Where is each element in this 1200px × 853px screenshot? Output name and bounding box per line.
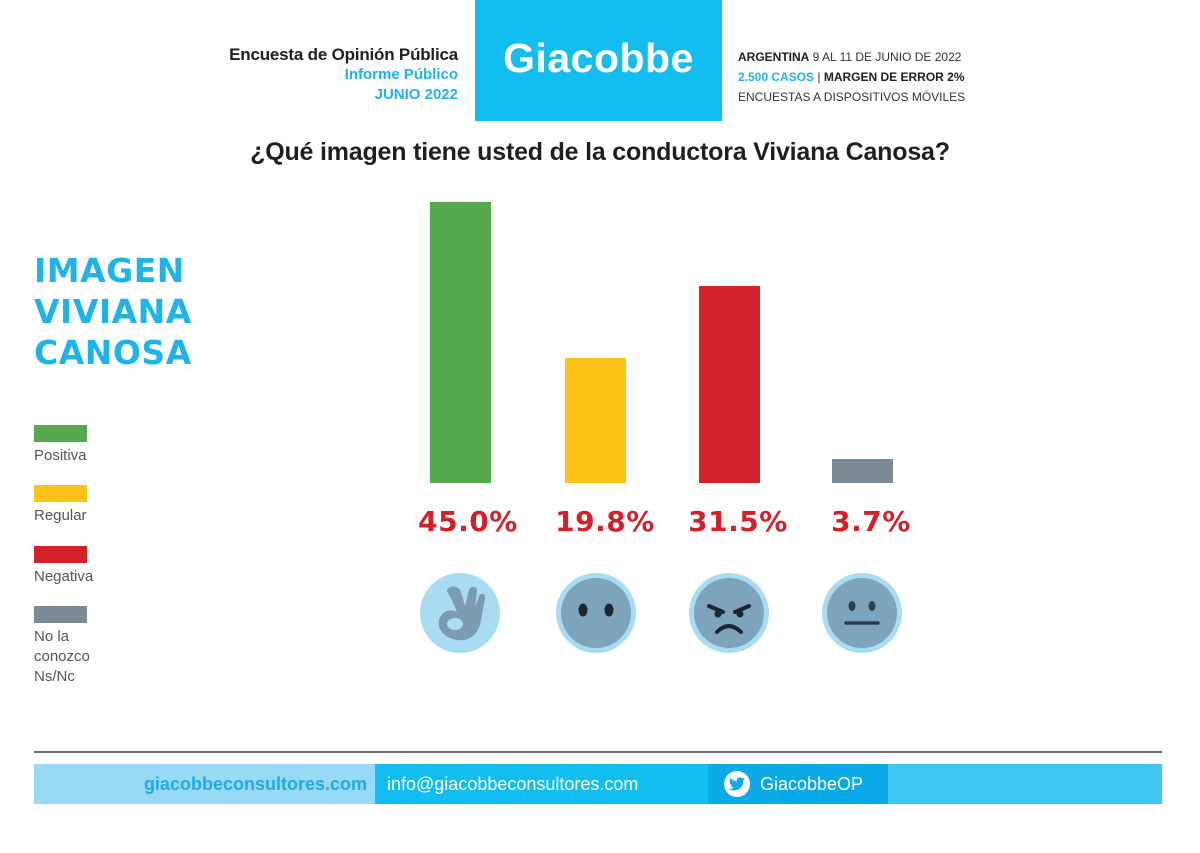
legend-label: Regular (34, 507, 87, 524)
survey-header-left: Encuesta de Opinión Pública Informe Públ… (229, 44, 458, 105)
legend-swatch (34, 425, 87, 442)
bar-positiva (430, 202, 491, 483)
side-title: IMAGEN VIVIANA CANOSA (34, 250, 192, 373)
legend-item-positiva: Positiva (34, 425, 87, 466)
sample-cases: 2.500 CASOS (738, 70, 815, 84)
legend-item-no-la-conozco: No la conozco Ns/Nc (34, 606, 90, 687)
side-title-line: VIVIANA (34, 292, 192, 331)
legend-swatch (34, 485, 87, 502)
bar-regular (565, 358, 626, 483)
giacobbe-logo: Giacobbe (475, 0, 722, 121)
legend-item-negativa: Negativa (34, 546, 93, 587)
legend-label: Negativa (34, 568, 94, 585)
sample-line: 2.500 CASOS | MARGEN DE ERROR 2% (738, 67, 965, 87)
value-label-no-la-conozco: 3.7% (831, 505, 911, 538)
ok-hand-icon (420, 573, 500, 653)
twitter-handle: GiacobbeOP (760, 773, 864, 794)
legend-label: No la conozco Ns/Nc (34, 628, 90, 685)
legend-label: Positiva (34, 447, 87, 464)
side-title-line: CANOSA (34, 333, 192, 372)
email-text: info@giacobbeconsultores.com (387, 773, 639, 794)
report-subtitle: Informe Público (344, 66, 458, 83)
separator: | (814, 70, 824, 84)
value-label-negativa: 31.5% (688, 505, 788, 538)
website-link[interactable]: giacobbeconsultores.com (34, 764, 375, 804)
survey-dates: 9 AL 11 DE JUNIO DE 2022 (809, 50, 962, 64)
survey-dates-line: ARGENTINA 9 AL 11 DE JUNIO DE 2022 (738, 47, 965, 67)
footer-bar: giacobbeconsultores.com info@giacobbecon… (34, 764, 1162, 804)
country-label: ARGENTINA (738, 50, 810, 64)
margin-of-error: MARGEN DE ERROR 2% (823, 70, 965, 84)
chart-question: ¿Qué imagen tiene usted de la conductora… (250, 138, 950, 166)
legend-item-regular: Regular (34, 485, 87, 526)
legend-swatch (34, 546, 87, 563)
email-link[interactable]: info@giacobbeconsultores.com (375, 764, 708, 804)
footer-divider (34, 751, 1162, 753)
website-text: giacobbeconsultores.com (143, 773, 367, 794)
value-label-regular: 19.8% (555, 505, 655, 538)
face-without-mouth-icon (556, 573, 636, 653)
twitter-link[interactable]: GiacobbeOP (708, 764, 888, 804)
report-date: JUNIO 2022 (374, 86, 458, 103)
survey-method: ENCUESTAS A DISPOSITIVOS MÓVILES (738, 90, 966, 104)
footer-filler (888, 764, 1162, 804)
bar-no-la-conozco (832, 459, 893, 483)
logo-text: Giacobbe (503, 35, 694, 81)
twitter-icon (724, 771, 750, 797)
neutral-face-icon (822, 573, 902, 653)
legend-swatch (34, 606, 87, 623)
survey-details: ARGENTINA 9 AL 11 DE JUNIO DE 2022 2.500… (738, 47, 965, 107)
bar-negativa (699, 286, 760, 483)
survey-title: Encuesta de Opinión Pública (229, 45, 458, 64)
angry-face-icon (689, 573, 769, 653)
value-label-positiva: 45.0% (418, 505, 518, 538)
side-title-line: IMAGEN (34, 251, 185, 290)
